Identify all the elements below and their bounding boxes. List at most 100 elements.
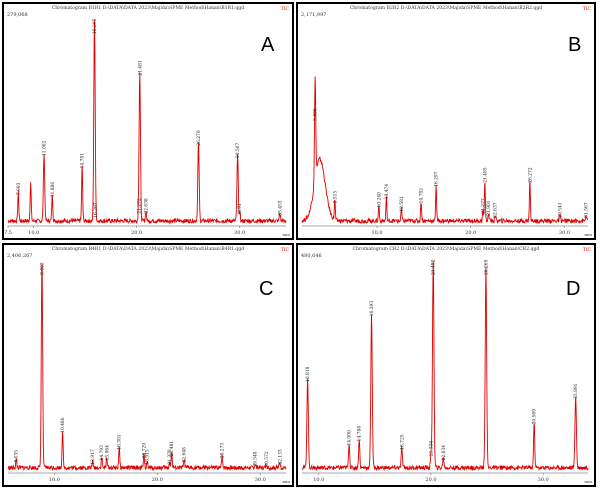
- peak-label: 21.901: [487, 200, 492, 216]
- peak-label: 29.541: [558, 202, 563, 218]
- peak-label: 16.301: [118, 434, 123, 450]
- x-tick-label: 20.0: [152, 477, 163, 483]
- chromatogram-plot: 7.5 10.0 20.0 30.0 7.983 11.002 11.886 14.781 16…: [4, 18, 287, 236]
- peak-label: 12.581: [400, 196, 405, 212]
- peak-label: 21.481: [138, 60, 143, 76]
- peak-label: 26.269: [484, 259, 489, 275]
- x-tick-label: 30.0: [255, 477, 266, 483]
- panel-c-label: C: [259, 278, 274, 300]
- peak-label: 13.917: [91, 449, 96, 465]
- x-tick-label: 30.0: [234, 230, 245, 236]
- peak-label: 3.496: [314, 108, 319, 121]
- x-tick-label: 10.0: [49, 477, 60, 483]
- peak-label: 21.481: [170, 441, 175, 457]
- panel-d: 10.0 20.0 30.0 10.818 14.000 14.784 16.293 18.7…: [296, 243, 596, 487]
- panel-d-tic: TIC: [582, 248, 591, 253]
- panel-d-title: Chromatogram CR2 D:\DATA\DATA 2023\Majid…: [352, 247, 540, 252]
- peak-label: 18.725: [400, 434, 405, 450]
- chromatogram-plot: 10.0 20.0 30.0 10.818 14.000 14.784 16.293 18.7…: [301, 259, 589, 483]
- peak-label: 10.818: [306, 366, 311, 382]
- panel-b-tic: TIC: [582, 7, 591, 12]
- x-tick-label: 20.0: [465, 230, 476, 236]
- panel-c-unit: min: [282, 479, 290, 484]
- peak-label: 5.535: [15, 450, 20, 463]
- panel-c-ymax: 2,406,267: [7, 253, 33, 259]
- panel-a: 7.5 10.0 20.0 30.0 7.983 11.002 11.886 14.781 16…: [2, 2, 294, 240]
- peak-label: 21.272: [137, 198, 142, 214]
- peak-label: 22.634: [442, 445, 447, 461]
- panel-b-label: B: [568, 34, 582, 56]
- tic-trace: [301, 76, 589, 225]
- peak-label: 30.569: [533, 409, 538, 425]
- peak-label: 18.729: [142, 443, 147, 459]
- peak-label: 30.567: [236, 143, 241, 159]
- tic-trace: [7, 264, 287, 472]
- peak-label: 33.453: [278, 200, 283, 216]
- x-tick-label: 7.5: [4, 230, 12, 236]
- x-tick-label: 20.0: [425, 477, 436, 483]
- peak-label: 16.295: [93, 18, 98, 34]
- peak-label: 11.886: [51, 182, 56, 198]
- tic-trace: [7, 19, 287, 225]
- peak-label: 16.293: [370, 301, 375, 317]
- peak-label: 32.133: [278, 449, 283, 465]
- panel-a-label: A: [261, 34, 275, 56]
- panel-a-tic: TIC: [280, 7, 289, 12]
- peak-label: 30.572: [265, 451, 270, 467]
- peak-label: 14.793: [100, 445, 105, 461]
- peak-label: 11.002: [43, 140, 48, 156]
- peak-label: 21.485: [483, 167, 488, 183]
- panel-c: 10.0 20.0 30.0 5.535 9.403 10.486 13.917 14.793…: [2, 243, 294, 487]
- panel-d-unit: min: [584, 479, 592, 484]
- peak-label: 21.334: [429, 441, 434, 457]
- x-tick-label: 20.0: [131, 230, 142, 236]
- x-tick-label: 10.0: [313, 477, 324, 483]
- panel-d-ymax: 480,646: [301, 253, 322, 259]
- peak-label: 33.891: [574, 383, 579, 399]
- panel-b: 10.0 20.0 30.0 3.496 5.515 10.240 10.474 12.581…: [296, 2, 596, 240]
- x-tick-label: 10.0: [28, 230, 39, 236]
- peak-label: 14.781: [81, 153, 86, 169]
- panel-d-label: D: [566, 278, 581, 300]
- panel-a-title: Chromatogram B1R1 D:\DATA\DATA 2023\Maji…: [51, 6, 245, 11]
- x-tick-label: 10.0: [371, 230, 382, 236]
- panel-a-unit: min: [282, 232, 290, 237]
- peak-label: 31.567: [585, 202, 590, 218]
- panel-b-ymax: 2,171,997: [301, 12, 327, 18]
- peak-label: 26.273: [221, 443, 226, 459]
- tic-trace: [301, 260, 589, 472]
- peak-label: 21.277: [481, 198, 486, 214]
- peak-label: 22.638: [144, 198, 149, 214]
- peak-label: 5.515: [333, 191, 338, 204]
- x-tick-label: 30.0: [559, 230, 570, 236]
- peak-label: 29.548: [254, 451, 259, 467]
- peak-label: 21.278: [168, 449, 173, 465]
- peak-label: 14.000: [348, 430, 353, 446]
- peak-label: 9.403: [40, 262, 45, 275]
- peak-label: 10.474: [385, 184, 390, 200]
- peak-label: 14.782: [420, 188, 425, 204]
- peak-label: 26.272: [528, 167, 533, 183]
- panel-b-title: Chromatogram B2R2 D:\DATA\DATA 2023\Maji…: [349, 6, 543, 11]
- peak-label: 30.91: [238, 203, 243, 216]
- panel-a-ymax: 279,068: [7, 12, 28, 18]
- peak-label: 22.637: [494, 202, 499, 218]
- peak-label: 16.297: [94, 202, 99, 218]
- peak-label: 16.297: [435, 171, 440, 187]
- panel-c-tic: TIC: [280, 248, 289, 253]
- x-tick-label: 30.0: [538, 477, 549, 483]
- peak-label: 15.064: [105, 445, 110, 461]
- chromatogram-plot: 10.0 20.0 30.0 5.535 9.403 10.486 13.917 14.793…: [7, 262, 287, 483]
- panel-b-unit: min: [584, 232, 592, 237]
- peak-label: 7.983: [17, 182, 22, 195]
- peak-label: 14.784: [358, 426, 363, 442]
- peak-label: 21.482: [432, 259, 437, 275]
- peak-label: 26.270: [197, 130, 202, 146]
- peak-label: 18.915: [146, 449, 151, 465]
- peak-label: 10.486: [61, 417, 66, 433]
- peak-label: 22.648: [183, 447, 188, 463]
- peak-label: 10.240: [377, 192, 382, 208]
- panel-c-title: Chromatogram B4R1 D:\DATA\DATA 2023\Maji…: [51, 247, 245, 252]
